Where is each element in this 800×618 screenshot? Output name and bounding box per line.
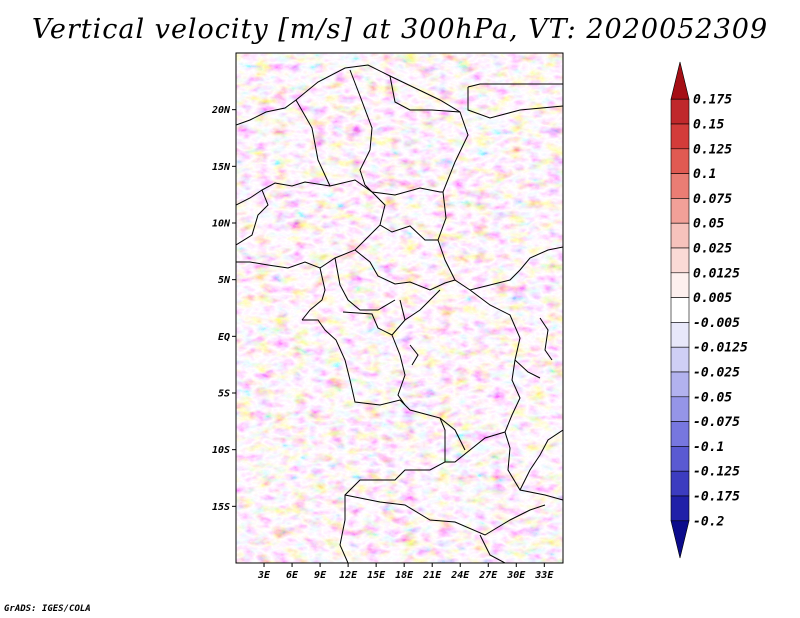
colorbar-label: -0.075 [693,415,740,430]
colorbar-label: 0.005 [693,291,732,306]
colorbar-swatch [670,98,690,125]
x-tick-label: 15E [367,570,386,581]
colorbar-label: 0.0125 [693,266,740,281]
colorbar-swatch [670,396,690,422]
colorbar-label: 0.025 [693,242,732,257]
x-tick-label: 30E [506,570,526,581]
chart-title: Vertical velocity [m/s] at 300hPa, VT: 2… [31,14,769,45]
colorbar-swatch [670,346,690,373]
colorbar-bottom-arrow [670,520,690,559]
y-axis: 20N 15N 10N 5N EQ 5S 10S 15S [211,105,236,513]
colorbar-label: -0.125 [693,465,740,480]
y-tick-label: 10N [212,219,231,230]
colorbar-swatch [670,247,690,274]
colorbar: 0.175 0.15 0.125 0.1 0.075 0.05 0.025 0.0125 0.0… [670,61,748,559]
x-tick-label: 21E [422,570,442,581]
colorbar-swatch [670,297,690,323]
colorbar-label: 0.1 [693,167,716,182]
vertical-velocity-field [236,53,563,563]
colorbar-label: -0.025 [693,366,740,381]
colorbar-label: -0.175 [693,490,740,505]
x-tick-label: 6E [286,570,299,581]
x-tick-label: 33E [534,570,554,581]
y-tick-label: 5N [218,275,231,286]
colorbar-label: 0.175 [693,93,732,108]
colorbar-label: 0.125 [693,142,732,157]
y-tick-label: 10S [212,445,230,456]
x-tick-label: 18E [395,570,414,581]
colorbar-swatch [670,470,690,497]
colorbar-swatch [670,173,690,199]
y-tick-label: 15N [212,162,231,173]
colorbar-swatch [670,148,690,174]
colorbar-swatch [670,222,690,249]
x-tick-label: 9E [314,570,327,581]
colorbar-swatch [670,371,690,398]
country-borders [236,64,563,563]
map-plot-area [235,52,564,564]
colorbar-label: 0.15 [693,118,724,133]
colorbar-label: -0.05 [693,390,732,405]
x-axis: 3E 6E 9E 12E 15E 18E 21E 24E 27E 30E 33E [257,563,554,581]
grads-credit: GrADS: IGES/COLA [4,604,91,614]
colorbar-swatch [670,495,690,522]
colorbar-label: -0.1 [693,440,724,455]
colorbar-label: -0.005 [693,316,740,331]
colorbar-label: -0.2 [693,514,724,529]
colorbar-swatch [670,446,690,472]
colorbar-label: -0.0125 [693,341,748,356]
colorbar-swatch [670,123,690,150]
y-tick-label: EQ [218,332,230,343]
x-tick-label: 12E [339,570,358,581]
colorbar-label: 0.05 [693,217,724,232]
x-tick-label: 27E [478,570,498,581]
colorbar-top-arrow [670,61,690,100]
colorbar-swatch [670,421,690,447]
x-tick-label: 3E [257,570,271,581]
x-tick-label: 24E [450,570,470,581]
y-tick-label: 20N [211,105,231,116]
colorbar-swatch [670,198,690,224]
y-tick-label: 15S [212,502,230,513]
colorbar-swatch [670,322,690,348]
colorbar-label: 0.075 [693,192,732,207]
colorbar-swatch [670,272,690,298]
y-tick-label: 5S [218,389,230,400]
plot-frame [235,52,564,564]
